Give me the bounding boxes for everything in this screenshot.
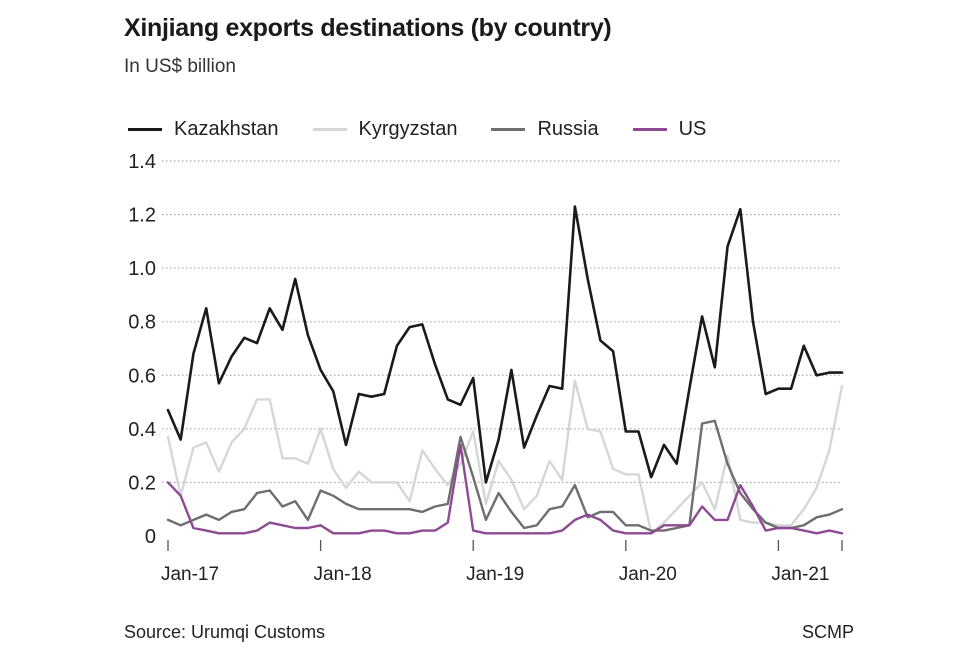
y-tick-label: 0.6 [128,365,156,387]
chart-subtitle: In US$ billion [124,56,236,77]
legend-swatch-kazakhstan [128,128,162,131]
legend-label-kazakhstan: Kazakhstan [174,118,279,140]
y-tick-label: 0.8 [128,312,156,334]
x-axis-ticks: Jan-17 Jan-18 Jan-19 Jan-20 Jan-21 [161,540,843,585]
source-note: Source: Urumqi Customs [124,622,326,642]
chart-title: Xinjiang exports destinations (by countr… [124,14,612,42]
series-layer [166,205,844,535]
y-tick-label: 1.0 [128,258,156,280]
y-tick-label: 1.4 [128,151,156,173]
series-line-us [166,443,844,535]
series-line-russia [166,419,844,532]
legend: Kazakhstan Kyrgyzstan Russia US [128,118,740,141]
y-axis-ticks: 1.4 1.2 1.0 0.8 0.6 0.4 0.2 0 [128,151,156,548]
x-tick-label: Jan-21 [771,564,829,585]
y-tick-label: 0.2 [128,472,156,494]
legend-swatch-russia [491,128,526,131]
x-tick-label: Jan-18 [314,564,372,585]
y-tick-label: 0 [145,526,156,548]
credit-note: SCMP [801,622,854,642]
legend-item-russia: Russia [491,118,599,141]
legend-swatch-kyrgyzstan [312,128,347,131]
x-tick-label: Jan-19 [466,564,524,585]
legend-label-russia: Russia [537,118,599,140]
x-tick-label: Jan-17 [161,564,219,585]
series-line-kazakhstan [166,205,844,484]
legend-swatch-us [632,128,667,131]
legend-label-us: US [678,118,707,140]
x-tick-label: Jan-20 [619,564,677,585]
legend-item-kyrgyzstan: Kyrgyzstan [312,118,458,141]
y-tick-label: 0.4 [128,419,156,441]
y-tick-label: 1.2 [128,205,156,227]
legend-item-kazakhstan: Kazakhstan [128,118,279,141]
legend-item-us: US [632,118,707,141]
legend-label-kyrgyzstan: Kyrgyzstan [358,118,458,140]
